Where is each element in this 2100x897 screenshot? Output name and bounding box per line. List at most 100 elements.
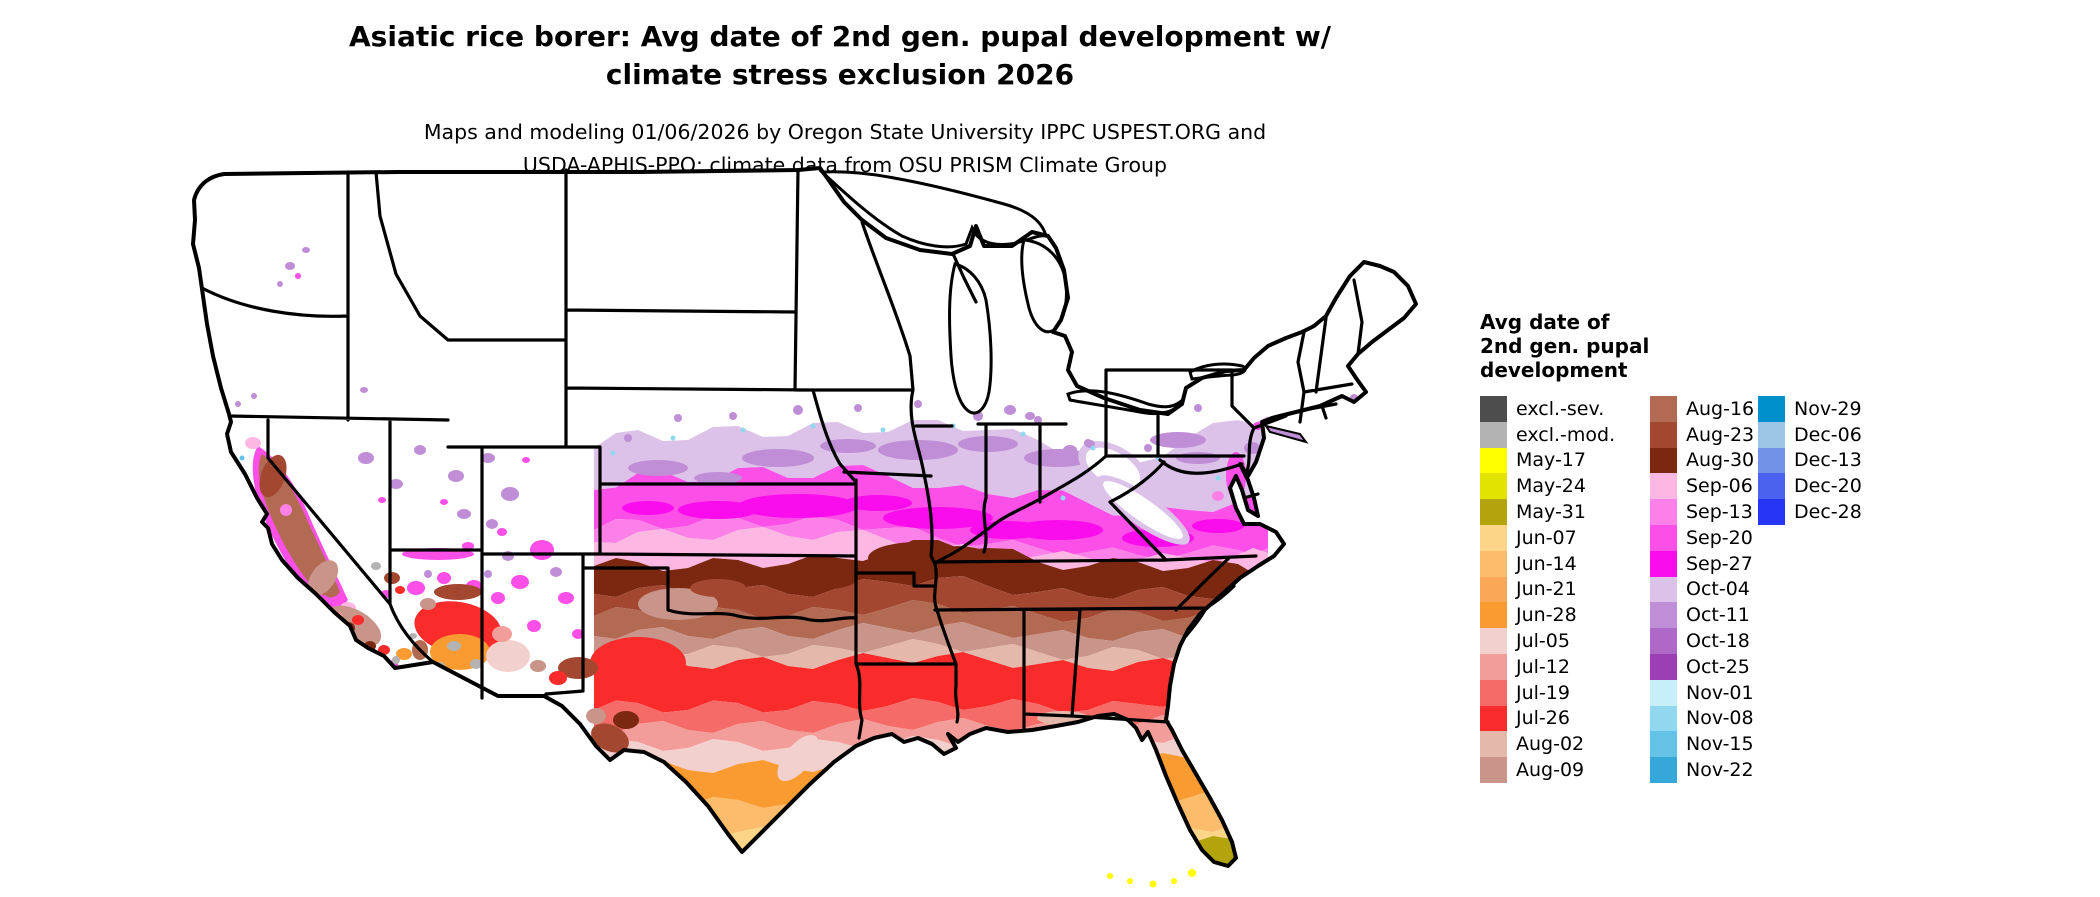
legend-item: Jun-28 [1480,602,1615,629]
legend-label: Jun-28 [1516,604,1577,627]
legend-swatch [1650,524,1677,551]
legend-swatch [1650,602,1677,629]
map-patch [690,579,746,597]
map-patch [486,519,498,529]
long-island [1263,424,1309,444]
band-aug16 [594,600,1268,641]
legend-item: Nov-01 [1650,679,1754,706]
speckle-cyan [1090,445,1096,451]
map-patch [511,575,529,589]
map-patch [522,457,530,463]
legend-swatch [1650,421,1677,448]
speckle-cyan [670,435,676,441]
legend-label: Sep-20 [1686,526,1753,549]
legend-col-3: Nov-29 Dec-06 Dec-13 Dec-20 Dec-28 [1758,396,1862,525]
florida-key-dot [1127,878,1133,884]
legend-swatch [1480,731,1507,758]
speckle-cyan-coast [291,587,297,593]
legend-label: Oct-04 [1686,578,1750,601]
legend-item: Nov-22 [1650,757,1754,783]
legend-label: Oct-25 [1686,655,1750,678]
legend-label: excl.-sev. [1516,397,1605,420]
map-patch [1212,491,1224,501]
map-patch [462,542,474,550]
legend-label: Jun-14 [1516,552,1577,575]
map-patch [742,449,814,467]
legend-item: Aug-23 [1650,421,1755,448]
legend-label: Aug-02 [1516,733,1585,756]
map-patch [1150,432,1206,448]
legend-swatch [1480,421,1507,448]
legend-label: May-31 [1516,501,1586,524]
speckle-cyan [1215,475,1221,481]
legend-label: Jul-05 [1516,630,1570,653]
legend-swatch [1650,499,1677,525]
legend-swatch [1480,602,1507,629]
legend-item: May-31 [1480,499,1615,525]
legend-item: Aug-02 [1480,731,1615,758]
map-bands [594,416,1268,866]
legend-label: Aug-09 [1516,759,1585,782]
map-patch [549,671,567,685]
map-patch [558,592,574,604]
legend-item: Nov-15 [1650,731,1754,758]
speckle-purple [914,400,922,408]
map-patch [392,656,400,664]
legend-swatch [1480,447,1507,474]
legend-label: Dec-20 [1794,475,1862,498]
speckle-purple [674,414,682,422]
florida-key-dot [1149,880,1157,888]
legend-item: Aug-09 [1480,757,1615,783]
map-patch [497,528,507,536]
lake-michigan [948,262,993,415]
legend-label: Sep-27 [1686,552,1753,575]
map-patch [572,629,584,639]
map-patch [527,620,541,632]
legend-label: Jun-21 [1516,578,1577,601]
speckle-purple [1194,404,1202,412]
legend-item: Oct-11 [1650,602,1754,629]
legend-swatch [1758,447,1785,474]
map-patch [280,504,292,516]
map-patch [251,393,257,399]
legend-item: Dec-28 [1758,499,1862,525]
legend-label: Nov-15 [1686,733,1754,756]
legend-item: Dec-06 [1758,421,1862,448]
legend-label: Nov-22 [1686,759,1754,782]
map-patch [414,445,426,455]
speckle-cyan [610,450,616,456]
map-patch [307,560,339,596]
map-patch [259,454,287,498]
legend-swatch [1758,421,1785,448]
map-patch [420,598,436,610]
map-patch [302,247,310,253]
legend-swatch [1650,473,1677,500]
map-patch [481,453,495,463]
map-patch [395,586,405,594]
map-patch [530,660,546,672]
legend-label: Sep-13 [1686,501,1753,524]
legend-label: Jul-19 [1516,681,1570,704]
band-jun14 [594,790,1268,840]
legend-item: Aug-30 [1650,447,1754,474]
legend-swatch [1650,757,1677,783]
map-patch [1025,412,1035,420]
speckle-cyan [810,423,816,429]
legend-item: Oct-18 [1650,628,1754,654]
legend-swatch [1480,576,1507,603]
map-patch [501,487,519,501]
map-patch [235,401,241,407]
map-patch [448,470,464,482]
legend-swatch [1758,396,1785,422]
legend-label: Aug-23 [1686,423,1755,446]
map-patch [550,567,562,577]
band-aug09 [594,622,1268,660]
central-valley [258,454,340,598]
legend-item: Dec-13 [1758,447,1862,474]
page-title: Asiatic rice borer: Avg date of 2nd gen.… [0,18,1680,94]
speckle-cyan [880,427,886,433]
legend-item: Dec-20 [1758,473,1862,500]
florida-key-dot [1107,873,1113,879]
speckle-cyan-coast [239,455,245,461]
map-patch [440,499,448,505]
